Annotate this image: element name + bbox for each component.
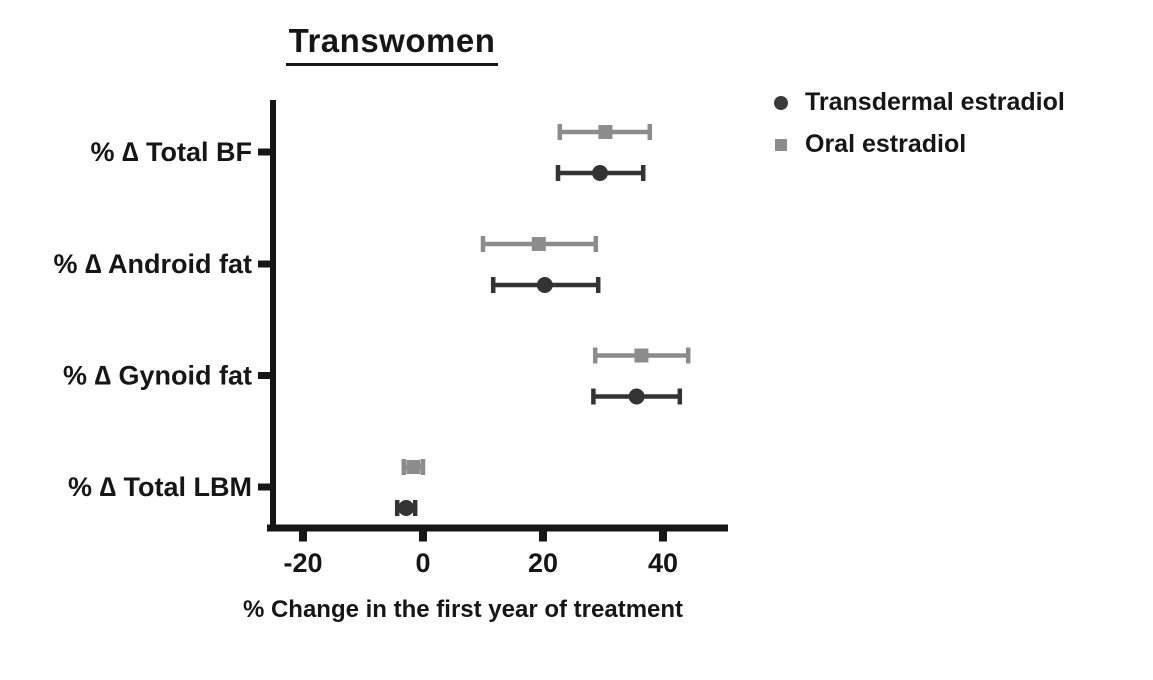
- legend-label: Oral estradiol: [805, 130, 967, 158]
- x-tick-label: 40: [648, 548, 678, 578]
- y-axis-tick: [258, 483, 270, 491]
- category-label: % ∆ Total BF: [90, 137, 252, 167]
- x-axis-line: [267, 524, 728, 532]
- square-marker-icon: [775, 138, 787, 151]
- x-tick-label: 0: [415, 548, 430, 578]
- data-point-square: [531, 237, 546, 251]
- data-point-circle: [592, 165, 608, 181]
- x-tick-label: 20: [528, 548, 558, 578]
- data-point-circle: [536, 277, 553, 293]
- y-axis-tick: [258, 260, 270, 268]
- y-axis-tick: [258, 372, 270, 379]
- data-point-square: [406, 460, 421, 474]
- x-tick-label: -20: [283, 548, 322, 578]
- category-label: % ∆ Total LBM: [68, 472, 252, 502]
- y-axis-line: [270, 100, 276, 532]
- y-axis-tick: [258, 148, 270, 156]
- x-axis-tick: [299, 530, 307, 542]
- circle-marker-icon: [774, 95, 788, 110]
- legend: Transdermal estradiol Oral estradiol: [774, 88, 1065, 159]
- x-axis-tick: [419, 530, 427, 542]
- chart-title-container: Transwomen: [242, 22, 542, 66]
- x-axis-tick: [659, 530, 667, 542]
- legend-label: Transdermal estradiol: [805, 88, 1065, 116]
- x-axis-tick: [539, 530, 547, 542]
- data-point-square: [634, 348, 649, 363]
- chart-title: Transwomen: [285, 22, 499, 66]
- category-label: % ∆ Gynoid fat: [63, 361, 252, 391]
- data-point-circle: [628, 388, 645, 405]
- data-point-square: [598, 125, 613, 139]
- legend-item-transdermal: Transdermal estradiol: [774, 88, 1065, 117]
- legend-item-oral: Oral estradiol: [774, 130, 1065, 159]
- data-point-circle: [398, 500, 415, 516]
- x-axis-title: % Change in the first year of treatment: [242, 596, 684, 623]
- category-label: % ∆ Android fat: [53, 249, 252, 279]
